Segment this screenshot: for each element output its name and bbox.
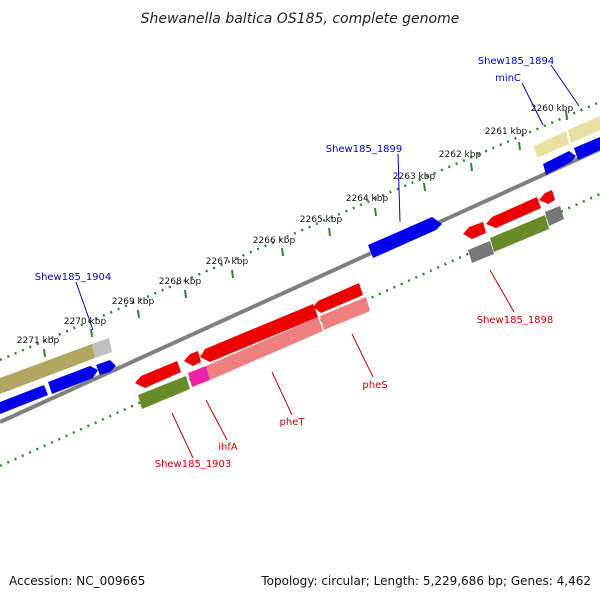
cds-reverse-arrow-1903 [135, 361, 181, 388]
leader-line [550, 64, 580, 107]
leader-line [351, 333, 374, 378]
gene-label-pheT: pheT [280, 417, 306, 428]
leader-line [75, 281, 94, 331]
tick-label: 2263 kbp [393, 172, 436, 182]
cog-band-reverse-salmon [206, 317, 323, 380]
leader-line [521, 82, 544, 126]
genome-backbone [0, 147, 600, 424]
cds-forward-arrow [574, 137, 600, 160]
tick-label: 2271 kbp [17, 336, 60, 346]
tick-label: 2270 kbp [64, 317, 107, 327]
tick-label: 2260 kbp [531, 104, 574, 114]
cds-forward-arrow [96, 360, 116, 375]
leader-line [205, 399, 228, 441]
cds-reverse-arrow-ihfA [184, 351, 201, 366]
cds-reverse-arrow [463, 222, 486, 239]
gene-label-shew185-1898: Shew185_1898 [477, 315, 554, 326]
tick-label: 2269 kbp [112, 297, 155, 307]
gene-label-minC: minC [495, 73, 521, 84]
genome-summary-text: Topology: circular; Length: 5,229,686 bp… [261, 574, 591, 588]
cog-band-forward-right [534, 131, 569, 158]
cog-band-reverse-green [138, 376, 190, 409]
tick-label: 2268 kbp [159, 277, 202, 287]
cog-band-reverse-green-2 [490, 215, 549, 252]
leader-line [271, 371, 293, 416]
cds-forward-arrow [543, 151, 576, 175]
gene-label-shew185-1904: Shew185_1904 [35, 272, 112, 283]
tick-label: 2265 kbp [300, 215, 343, 225]
cog-band-reverse-magenta [188, 366, 210, 387]
gene-label-ihfA: ihfA [218, 442, 238, 453]
leader-line [397, 153, 401, 223]
tick-label: 2261 kbp [485, 127, 528, 137]
cog-band-forward-left [0, 344, 95, 394]
tick-label: 2267 kbp [206, 257, 249, 267]
cds-reverse-arrow-pheT [200, 304, 318, 362]
cds-reverse-arrow [539, 190, 555, 204]
cog-band-reverse-gray [468, 241, 494, 263]
gene-label-pheS: pheS [362, 380, 387, 391]
cds-reverse-arrow-pheS [313, 283, 363, 313]
tick-label: 2264 kbp [346, 194, 389, 204]
accession-text: Accession: NC_009665 [9, 574, 146, 588]
cog-band-reverse-salmon-2 [320, 297, 370, 330]
cog-band-forward-gray [92, 338, 112, 358]
tick-label: 2266 kbp [253, 236, 296, 246]
cog-band-reverse-gray-2 [545, 206, 564, 226]
cds-forward-arrow [0, 385, 48, 414]
map-title: Shewanella baltica OS185, complete genom… [141, 11, 460, 27]
cds-reverse-arrow-1898 [486, 197, 541, 228]
gene-label-shew185-1894: Shew185_1894 [478, 56, 555, 67]
gene-label-shew185-1903: Shew185_1903 [155, 459, 232, 470]
cds-forward-arrow [48, 366, 98, 394]
tick-label: 2262 kbp [439, 150, 482, 160]
tick-marks [43, 110, 568, 358]
cog-band-forward-right-2 [568, 116, 600, 143]
leader-line [489, 269, 515, 313]
tick-labels: 2260 kbp 2261 kbp 2262 kbp 2263 kbp 2264… [17, 104, 574, 346]
leader-line [171, 412, 194, 459]
cds-forward-arrow-1899 [368, 217, 442, 258]
outer-dotted-ring [0, 100, 600, 362]
gene-label-shew185-1899: Shew185_1899 [326, 144, 403, 155]
